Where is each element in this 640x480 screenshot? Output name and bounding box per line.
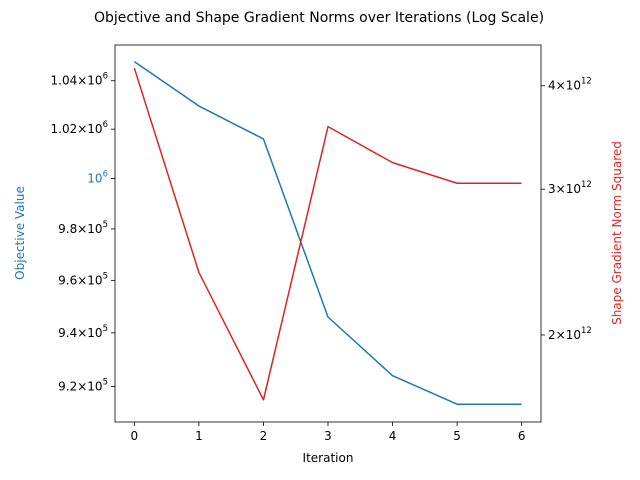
y-right-tick-label: 2×1012	[548, 326, 592, 342]
x-tick-label: 1	[195, 429, 203, 443]
x-axis-label: Iteration	[303, 451, 354, 465]
x-tick-label: 4	[389, 429, 397, 443]
y-right-tick-label: 4×1012	[548, 77, 592, 93]
y-left-tick-label: 106	[87, 170, 108, 186]
x-tick-label: 3	[324, 429, 332, 443]
x-tick-label: 6	[518, 429, 526, 443]
y-axis-left-label: Objective Value	[13, 186, 27, 280]
y-axis-right-label: Shape Gradient Norm Squared	[610, 141, 624, 325]
plot-area	[133, 60, 522, 405]
x-tick-label: 2	[260, 429, 268, 443]
x-tick-label: 0	[131, 429, 139, 443]
y-right-tick-label: 3×1012	[548, 180, 592, 196]
y-left-tick-label: 9.6×105	[58, 271, 108, 287]
y-left-tick-label: 1.02×106	[51, 120, 108, 136]
plot-frame	[114, 44, 542, 423]
y-left-tick-label: 9.2×105	[58, 378, 108, 394]
y-left-tick-label: 1.04×106	[51, 72, 108, 88]
y-left-tick-label: 9.8×105	[58, 220, 108, 236]
y-left-tick-label: 9.4×105	[58, 324, 108, 340]
series-line-objective	[133, 60, 522, 405]
axes: 0 1 2 3 4 5 6 9.2×105 9.4×105 9.6×105 9.8×105 106 1.…	[51, 44, 592, 443]
chart-title: Objective and Shape Gradient Norms over …	[94, 10, 544, 26]
series-line-gradient-norm	[133, 67, 522, 401]
x-tick-label: 5	[453, 429, 461, 443]
